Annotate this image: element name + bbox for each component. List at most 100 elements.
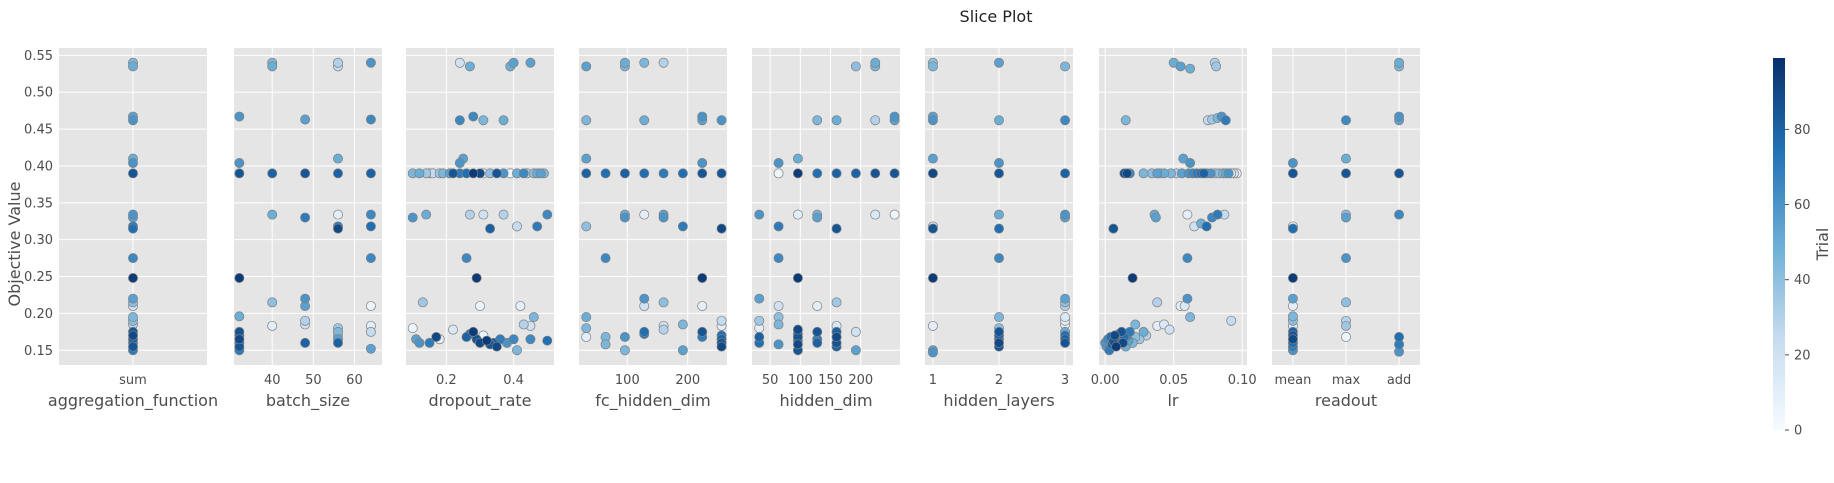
data-point — [639, 293, 650, 304]
data-point — [478, 115, 489, 126]
data-point — [1060, 293, 1071, 304]
data-point — [128, 158, 138, 168]
x-tick-label: sum — [119, 373, 147, 388]
data-point — [1341, 168, 1351, 179]
data-point — [1185, 158, 1196, 168]
data-point — [581, 323, 592, 334]
data-point — [1341, 332, 1351, 342]
data-point — [234, 111, 245, 122]
data-point — [128, 341, 138, 352]
data-point — [333, 168, 343, 179]
data-point — [454, 158, 465, 168]
data-point — [1060, 337, 1071, 348]
data-point — [491, 341, 502, 352]
data-point — [677, 168, 688, 179]
data-point — [471, 273, 482, 283]
data-point — [581, 221, 592, 232]
data-point — [927, 223, 938, 234]
data-point — [658, 57, 669, 68]
data-point — [431, 332, 442, 342]
data-point — [128, 115, 138, 126]
data-point — [850, 345, 861, 356]
data-point — [234, 273, 245, 283]
data-point — [994, 168, 1004, 179]
data-point — [1287, 293, 1298, 304]
data-point — [267, 61, 278, 72]
data-point — [754, 293, 765, 304]
data-point — [1060, 312, 1071, 323]
data-point — [773, 221, 784, 232]
data-point — [773, 158, 784, 168]
data-point — [267, 297, 278, 308]
data-point — [1060, 209, 1071, 220]
panel-fc_hidden_dim — [579, 48, 727, 365]
data-point — [525, 334, 536, 345]
data-point — [1178, 153, 1189, 164]
data-point — [581, 168, 592, 179]
colorbar: 0 20 40 60 80 Trial — [1773, 58, 1832, 439]
data-point — [508, 57, 519, 68]
data-point — [128, 253, 138, 264]
data-point — [697, 168, 708, 179]
data-point — [1394, 168, 1405, 179]
data-point — [365, 253, 376, 264]
data-point — [639, 209, 650, 220]
data-point — [716, 115, 727, 126]
data-point — [716, 223, 727, 234]
data-point — [478, 209, 489, 220]
data-point — [927, 273, 938, 283]
data-point — [1341, 297, 1351, 308]
data-point — [365, 301, 376, 311]
data-point — [994, 253, 1004, 264]
data-point — [300, 168, 311, 179]
data-point — [1150, 212, 1161, 223]
data-point — [1127, 273, 1138, 283]
data-point — [870, 168, 881, 179]
data-point — [424, 337, 435, 348]
data-point — [1111, 341, 1122, 352]
colorbar-tick-label: 40 — [1794, 273, 1811, 288]
data-point — [454, 115, 465, 126]
x-axis-label-lr: lr — [1167, 391, 1178, 410]
data-point — [1152, 297, 1163, 308]
x-axis-label-fc_hidden_dim: fc_hidden_dim — [595, 391, 711, 411]
data-point — [927, 61, 938, 72]
data-point — [128, 293, 138, 304]
x-axis-label-aggregation_function: aggregation_function — [48, 391, 218, 411]
data-point — [773, 168, 784, 179]
data-point — [128, 223, 138, 234]
data-point — [365, 221, 376, 232]
data-point — [421, 209, 432, 220]
data-point — [812, 337, 823, 348]
data-point — [128, 209, 138, 220]
data-point — [658, 324, 669, 335]
y-tick-label: 0.25 — [24, 270, 53, 285]
panel-dropout_rate — [406, 48, 554, 365]
y-tick-label: 0.15 — [24, 344, 53, 359]
data-point — [1287, 158, 1298, 168]
data-point — [1341, 320, 1351, 331]
data-point — [1182, 293, 1193, 304]
data-point — [658, 168, 669, 179]
data-point — [365, 114, 376, 125]
data-point — [754, 209, 765, 220]
data-point — [300, 212, 311, 223]
data-point — [697, 301, 708, 311]
data-point — [515, 301, 526, 311]
data-point — [812, 301, 823, 311]
x-tick-label: 200 — [848, 373, 873, 388]
data-point — [716, 341, 727, 352]
data-point — [1394, 57, 1405, 68]
data-point — [792, 168, 803, 179]
x-tick-label: 0.10 — [1228, 373, 1257, 388]
data-point — [1109, 330, 1120, 341]
data-point — [994, 312, 1004, 323]
data-point — [1341, 253, 1351, 264]
data-point — [1287, 273, 1298, 283]
x-tick-label: 0.00 — [1091, 373, 1120, 388]
data-point — [300, 337, 311, 348]
data-point — [234, 168, 245, 179]
data-point — [697, 326, 708, 337]
data-point — [464, 209, 475, 220]
data-point — [267, 320, 278, 331]
